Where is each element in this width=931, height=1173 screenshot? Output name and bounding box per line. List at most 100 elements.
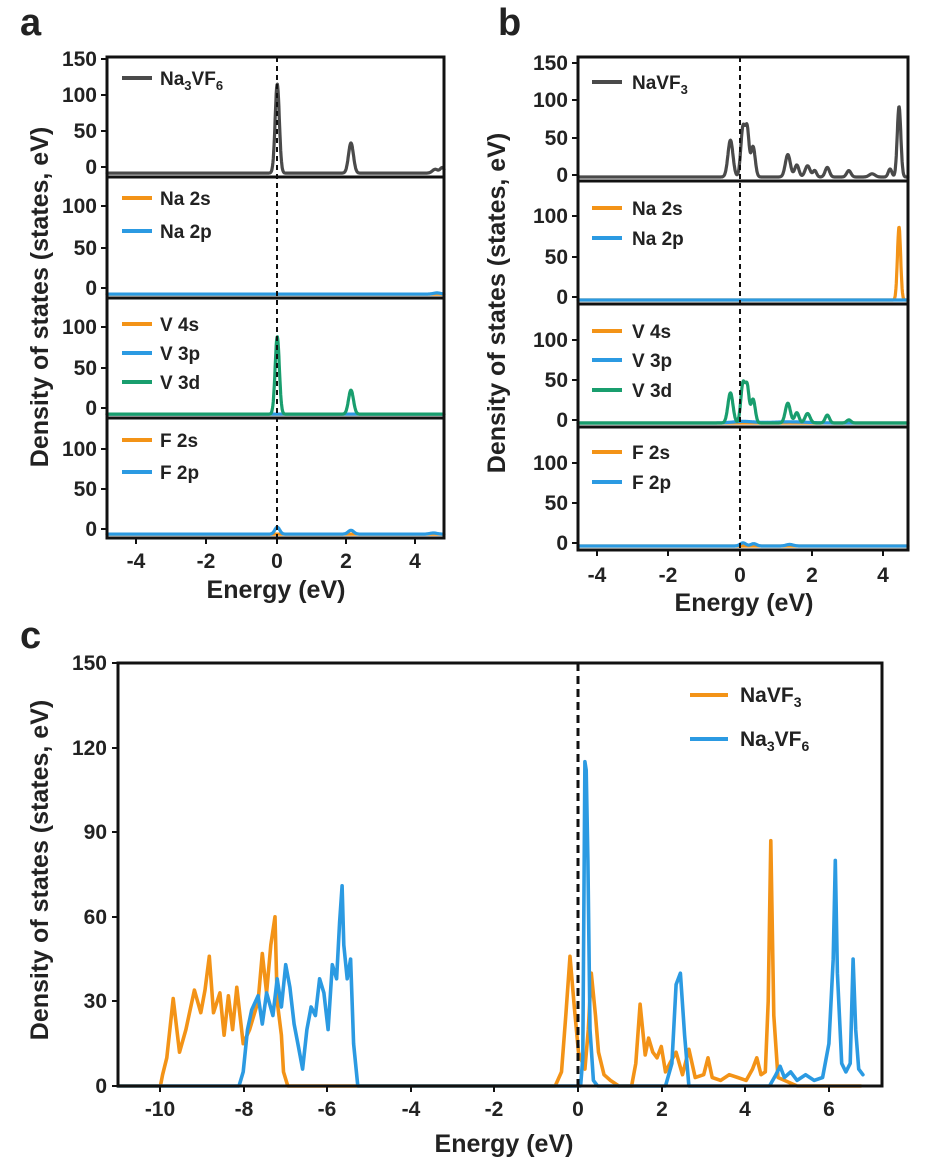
panel-b-s4-ytick-50: 50 — [545, 492, 568, 515]
panel-a-ytick-50: 50 — [74, 120, 97, 143]
panel-b-ytick-100: 100 — [533, 89, 568, 112]
panel-letter-b: b — [498, 2, 521, 44]
panel-c-xticks — [159, 1086, 830, 1092]
panel-b-s2-ytick-50: 50 — [545, 246, 568, 269]
legend-label-b-f-2p: F 2p — [632, 473, 671, 494]
panel-a-legend-f-2s: F 2s — [122, 431, 198, 452]
legend-label-b-v-3d: V 3d — [632, 381, 672, 402]
panel-b-xticks — [596, 550, 884, 556]
panel-a-ytick-150: 150 — [62, 48, 97, 71]
panel-b-xtick-2: 2 — [806, 564, 818, 587]
legend-label-b-na-2s: Na 2s — [632, 199, 683, 220]
panel-a-legend-v-3d: V 3d — [122, 373, 200, 394]
panel-a-ytick-0: 0 — [85, 156, 97, 179]
panel-c-xtick--4: -4 — [402, 1098, 421, 1121]
legend-label-b-v-4s: V 4s — [632, 322, 671, 343]
panel-c-legend-na3vf6: Na3VF6 — [690, 728, 810, 754]
panel-b-xtick-0: 0 — [734, 564, 746, 587]
panel-b-s3-ytick-0: 0 — [556, 409, 568, 432]
panel-b-s2-ytick-0: 0 — [556, 286, 568, 309]
legend-label-b-na-2p: Na 2p — [632, 229, 684, 250]
series-b-na-2s — [576, 225, 910, 302]
panel-c-xlabel: Energy (eV) — [435, 1130, 574, 1158]
legend-label-v-3p: V 3p — [160, 344, 200, 365]
panel-c-ytick-90: 90 — [84, 821, 107, 844]
panel-c: 0 30 60 90 120 150 -10 -8 -6 -4 -2 0 2 4… — [26, 652, 884, 1158]
panel-letter-a: a — [20, 2, 42, 44]
panel-c-xtick--8: -8 — [235, 1098, 254, 1121]
panel-b-legend-na-2p: Na 2p — [592, 229, 684, 250]
series-a-f-2p — [105, 525, 446, 536]
panel-c-ytick-60: 60 — [84, 906, 107, 929]
panel-a-yticks — [101, 58, 107, 530]
legend-label-b-f-2s: F 2s — [632, 443, 670, 464]
panel-a-s3-ytick-0: 0 — [85, 397, 97, 420]
panel-b: 150 100 50 0 100 50 0 100 50 0 100 50 0 … — [483, 52, 910, 617]
panel-c-ytick-120: 120 — [72, 737, 107, 760]
panel-b-ylabel: Density of states (states, eV) — [483, 133, 511, 473]
panel-b-yticks — [572, 62, 578, 544]
panel-b-legend-navf3: NaVF3 — [592, 73, 688, 97]
panel-a-s2-ytick-50: 50 — [74, 237, 97, 260]
panel-a: 150 100 50 0 100 50 0 100 50 0 100 50 0 … — [26, 48, 446, 604]
legend-label-na-2p: Na 2p — [160, 222, 212, 243]
legend-label-na-2s: Na 2s — [160, 189, 211, 210]
panel-b-ytick-0: 0 — [556, 164, 568, 187]
panel-b-s3-ytick-100: 100 — [533, 329, 568, 352]
panel-a-s4-ytick-100: 100 — [62, 438, 97, 461]
series-a-na3vf6 — [105, 82, 446, 175]
panel-a-legend-na3vf6: Na3VF6 — [122, 69, 223, 93]
panel-a-s4-ytick-50: 50 — [74, 478, 97, 501]
panel-b-xtick--2: -2 — [659, 564, 678, 587]
panel-a-frame — [105, 55, 446, 540]
panel-a-series — [105, 82, 446, 536]
panel-a-xtick-2: 2 — [340, 550, 352, 573]
legend-label-v-4s: V 4s — [160, 315, 199, 336]
panel-a-ytick-100: 100 — [62, 84, 97, 107]
panel-b-xtick--4: -4 — [588, 564, 607, 587]
panel-a-legend-f-2p: F 2p — [122, 463, 199, 484]
panel-c-ylabel: Density of states (states, eV) — [26, 700, 54, 1040]
panel-c-ytick-0: 0 — [95, 1075, 107, 1098]
panel-a-legend-v-3p: V 3p — [122, 344, 200, 365]
panel-a-xtick-4: 4 — [409, 550, 421, 573]
series-b-f-2p — [576, 541, 910, 548]
panel-b-xlabel: Energy (eV) — [675, 589, 814, 617]
panel-b-ytick-150: 150 — [533, 52, 568, 75]
panel-a-legend-v-4s: V 4s — [122, 315, 199, 336]
legend-label-f-2s: F 2s — [160, 431, 198, 452]
panel-b-frame — [576, 55, 910, 552]
panel-b-legend-f-2s: F 2s — [592, 443, 670, 464]
panel-a-s2-ytick-0: 0 — [85, 277, 97, 300]
panel-b-s2-ytick-100: 100 — [533, 205, 568, 228]
panel-a-xticks — [135, 538, 416, 544]
panel-a-s3-ytick-50: 50 — [74, 357, 97, 380]
panel-c-yticks — [112, 662, 118, 1087]
panel-a-ylabel: Density of states (states, eV) — [26, 127, 54, 467]
series-b-navf3 — [576, 105, 910, 179]
legend-label-c-navf3: NaVF3 — [740, 684, 802, 710]
panel-c-ytick-30: 30 — [84, 990, 107, 1013]
panel-c-xtick-6: 6 — [823, 1098, 835, 1121]
panel-c-xtick-4: 4 — [739, 1098, 751, 1121]
panel-b-s4-ytick-0: 0 — [556, 532, 568, 555]
panel-a-xtick-0: 0 — [271, 550, 283, 573]
panel-a-xlabel: Energy (eV) — [207, 576, 346, 604]
panel-c-legend-navf3: NaVF3 — [690, 684, 802, 710]
legend-label-c-na3vf6: Na3VF6 — [740, 728, 810, 754]
panel-b-legend-v-4s: V 4s — [592, 322, 671, 343]
panel-c-frame — [116, 661, 884, 1088]
legend-label-v-3d: V 3d — [160, 373, 200, 394]
panel-b-legend-v-3p: V 3p — [592, 351, 672, 372]
panel-b-s3-ytick-50: 50 — [545, 369, 568, 392]
legend-label-na3vf6: Na3VF6 — [160, 69, 223, 93]
panel-a-s2-ytick-100: 100 — [62, 195, 97, 218]
legend-label-f-2p: F 2p — [160, 463, 199, 484]
panel-b-legend-f-2p: F 2p — [592, 473, 671, 494]
panel-b-xtick-4: 4 — [877, 564, 889, 587]
panel-c-series — [116, 759, 865, 1088]
legend-label-navf3: NaVF3 — [632, 73, 688, 97]
panel-c-xtick-2: 2 — [656, 1098, 668, 1121]
panel-c-xtick-0: 0 — [572, 1098, 584, 1121]
panel-b-series — [576, 105, 910, 548]
